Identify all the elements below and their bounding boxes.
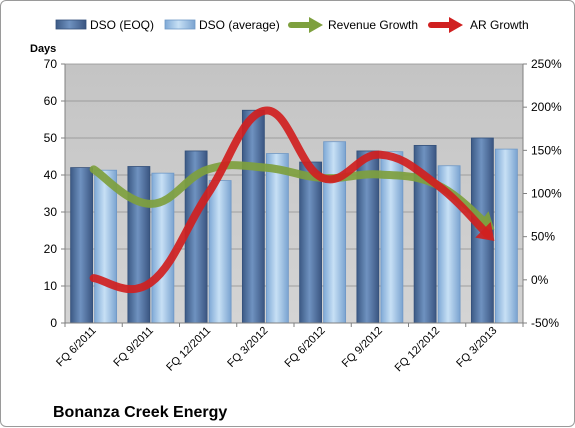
- y-tick-label: 70: [44, 57, 58, 71]
- legend: DSO (EOQ) DSO (average) Revenue Growth A…: [55, 17, 529, 33]
- x-tick-label: FQ 12/2012: [393, 325, 443, 375]
- legend-item-ar-growth[interactable]: AR Growth: [428, 17, 529, 33]
- chart-title: Bonanza Creek Energy: [53, 404, 227, 421]
- x-tick-label: FQ 3/2013: [454, 325, 499, 370]
- bar-dso-eoq[interactable]: [127, 166, 151, 324]
- y2-tick-label: 100%: [531, 187, 562, 201]
- y2-tick-label: 250%: [531, 57, 562, 71]
- legend-arrow-revenue-growth-icon: [288, 17, 323, 33]
- bar-dso-eoq[interactable]: [241, 109, 265, 324]
- legend-arrow-ar-growth-icon: [428, 17, 463, 33]
- y-tick-label: 40: [44, 168, 58, 182]
- y-tick-label: 50: [44, 131, 58, 145]
- y2-tick-label: -50%: [531, 316, 559, 330]
- x-axis-ticks: FQ 6/2011 FQ 9/2011 FQ 12/2011 FQ 3/2012 FQ …: [54, 323, 524, 375]
- x-tick-label: FQ 12/2011: [164, 325, 213, 374]
- legend-label-revenue-growth: Revenue Growth: [328, 18, 418, 32]
- y-tick-label: 0: [50, 316, 57, 330]
- y-tick-label: 10: [44, 279, 58, 293]
- bar-dso-average[interactable]: [94, 169, 118, 324]
- y-tick-label: 20: [44, 242, 58, 256]
- y2-tick-label: 200%: [531, 100, 562, 114]
- legend-label-dso-eoq: DSO (EOQ): [90, 18, 154, 32]
- x-tick-label: FQ 9/2012: [340, 325, 385, 370]
- y-tick-label: 60: [44, 94, 58, 108]
- y2-tick-label: 50%: [531, 230, 555, 244]
- y2-axis-ticks: -50% 0% 50% 100% 150% 200% 250%: [523, 57, 562, 330]
- bar-dso-average[interactable]: [494, 148, 518, 324]
- bar-dso-eoq[interactable]: [299, 161, 323, 324]
- bar-dso-average[interactable]: [323, 141, 347, 324]
- x-tick-label: FQ 9/2011: [111, 325, 156, 370]
- x-tick-label: FQ 6/2011: [54, 325, 99, 370]
- bar-dso-average[interactable]: [265, 153, 289, 324]
- legend-item-dso-eoq[interactable]: DSO (EOQ): [55, 18, 154, 32]
- y2-tick-label: 150%: [531, 143, 562, 157]
- legend-item-dso-average[interactable]: DSO (average): [164, 18, 280, 32]
- y-axis-title: Days: [30, 43, 56, 55]
- legend-swatch-dso-eoq: [55, 19, 87, 30]
- growth-lines: [89, 106, 495, 294]
- bar-dso-average[interactable]: [208, 180, 232, 324]
- arrowhead-ar-growth: [475, 221, 495, 241]
- legend-label-dso-average: DSO (average): [199, 18, 280, 32]
- line-ar-growth[interactable]: [89, 106, 492, 294]
- y-tick-label: 30: [44, 205, 58, 219]
- y-axis-ticks: 0 10 20 30 40 50 60 70: [44, 57, 65, 330]
- legend-label-ar-growth: AR Growth: [470, 18, 529, 32]
- legend-item-revenue-growth[interactable]: Revenue Growth: [288, 17, 418, 33]
- x-tick-label: FQ 6/2012: [283, 325, 328, 370]
- legend-swatch-dso-average: [164, 19, 196, 30]
- y2-tick-label: 0%: [531, 273, 549, 287]
- x-tick-label: FQ 3/2012: [225, 325, 270, 370]
- bar-dso-eoq[interactable]: [70, 167, 94, 324]
